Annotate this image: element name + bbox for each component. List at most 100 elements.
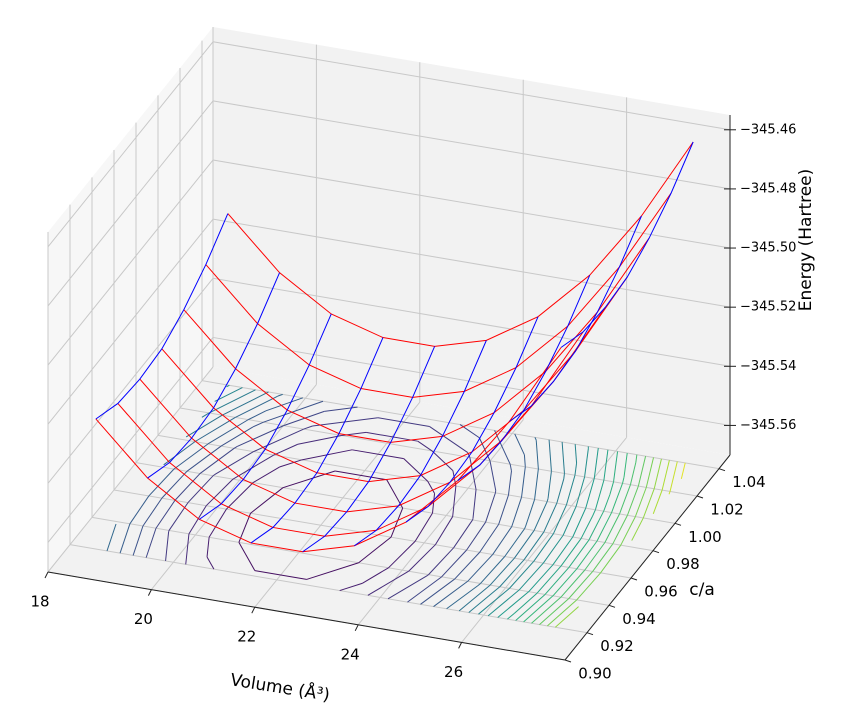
- grid-line: [47, 100, 214, 307]
- contour-line: [604, 513, 620, 543]
- contour-line: [233, 446, 238, 449]
- contour-line: [201, 412, 210, 418]
- contour-line: [499, 559, 525, 588]
- contour-line: [207, 419, 249, 445]
- contour-line: [556, 478, 565, 504]
- contour-line: [429, 426, 468, 453]
- wire-line-x: [227, 141, 694, 347]
- contour-line: [367, 570, 409, 596]
- contour-line: [622, 476, 625, 484]
- contour-line: [511, 497, 523, 527]
- contour-line: [548, 439, 552, 472]
- grid-line: [47, 218, 214, 425]
- contour-line: [518, 562, 544, 591]
- contour-line: [497, 591, 530, 618]
- contour-line: [561, 441, 565, 474]
- contour-line: [565, 475, 576, 505]
- contour-line: [173, 443, 209, 470]
- x-tick: [354, 624, 359, 632]
- contour-line: [480, 556, 506, 584]
- contour-line: [252, 421, 264, 428]
- contour-line: [485, 492, 496, 523]
- grid-line: [151, 384, 317, 590]
- contour-line: [388, 540, 416, 569]
- x-tick-label: 18: [30, 593, 49, 611]
- contour-line: [187, 475, 214, 503]
- contour-line: [588, 510, 605, 541]
- contour-line: [542, 535, 564, 564]
- contour-line: [554, 606, 579, 628]
- contour-line: [433, 580, 469, 607]
- grid-line: [47, 366, 214, 573]
- y-tick: [718, 468, 726, 472]
- grid-line: [212, 218, 731, 308]
- contour-line: [226, 482, 254, 510]
- contour-line: [509, 464, 512, 471]
- contour-line: [637, 456, 647, 487]
- contour-line: [199, 447, 235, 474]
- wire-line-y: [302, 346, 436, 553]
- contour-line: [487, 589, 520, 617]
- contour-line: [446, 585, 479, 610]
- y-tick: [630, 577, 638, 581]
- contour-line: [634, 487, 647, 517]
- contour-line: [591, 509, 596, 517]
- y-tick: [674, 522, 682, 526]
- grid-line: [179, 407, 698, 497]
- z-tick-label: −345.56: [740, 418, 796, 433]
- y-tick-label: 1.04: [732, 473, 765, 491]
- contour-line: [533, 501, 548, 531]
- contour-line: [469, 457, 477, 490]
- contour-line: [613, 451, 619, 482]
- x-tick: [458, 642, 463, 649]
- contour-line: [468, 586, 501, 613]
- contour-line: [431, 493, 436, 514]
- contour-line: [220, 426, 254, 447]
- contour-line: [441, 549, 468, 578]
- contour-line: [235, 395, 278, 418]
- contour-line: [263, 400, 324, 423]
- contour-line: [623, 452, 628, 478]
- z-tick-label: −345.46: [740, 122, 796, 137]
- contour-line: [414, 512, 433, 542]
- contour-line: [631, 517, 644, 541]
- contour-line: [563, 473, 565, 479]
- contour-line: [420, 578, 455, 605]
- grid-line: [212, 159, 731, 249]
- contour-line: [580, 516, 593, 539]
- grid-line: [212, 336, 731, 426]
- contour-line: [611, 483, 623, 513]
- contour-line: [452, 485, 457, 517]
- grid-line: [69, 544, 588, 634]
- contour-line: [387, 575, 428, 600]
- x-tick: [147, 589, 152, 596]
- contour-line: [560, 569, 586, 598]
- contour-line: [479, 524, 500, 553]
- contour-line: [238, 542, 256, 571]
- contour-line: [498, 494, 509, 525]
- contour-line: [428, 547, 454, 575]
- y-tick-label: 1.02: [710, 501, 743, 519]
- grid-line: [212, 100, 731, 190]
- contour-line: [524, 526, 527, 529]
- contour-line: [653, 458, 662, 489]
- y-tick-label: 0.96: [644, 583, 677, 601]
- contour-line: [145, 528, 157, 558]
- contour-line: [454, 551, 481, 580]
- contour-line: [572, 507, 587, 538]
- z-tick-label: −345.52: [740, 300, 796, 315]
- contour-line: [248, 410, 267, 421]
- contour-line: [214, 387, 243, 402]
- contour-line: [513, 530, 535, 559]
- contour-line: [306, 562, 359, 580]
- contour-line: [489, 460, 497, 491]
- contour-line: [514, 433, 525, 456]
- contour-line: [254, 570, 307, 580]
- grid-line: [47, 41, 214, 248]
- wire-line-x: [205, 192, 672, 398]
- contour-line: [282, 470, 336, 489]
- contour-line: [458, 584, 491, 612]
- contour-line: [574, 444, 578, 464]
- contour-line: [155, 500, 176, 529]
- contour-line: [142, 497, 163, 527]
